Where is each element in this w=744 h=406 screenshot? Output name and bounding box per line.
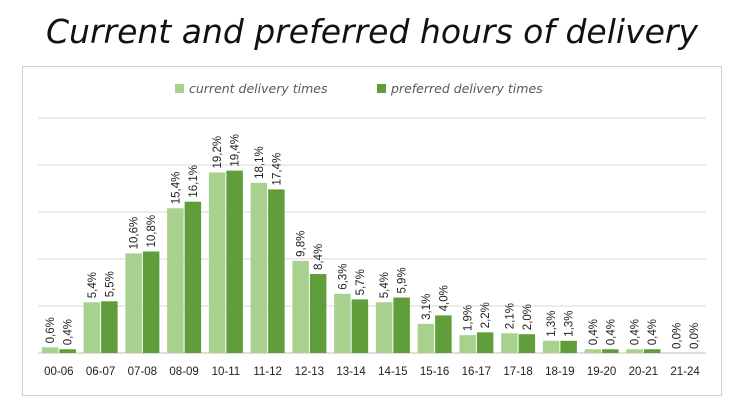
data-label: 0,4% bbox=[588, 319, 600, 345]
data-label: 5,5% bbox=[104, 271, 116, 297]
data-label: 17,4% bbox=[271, 153, 283, 186]
legend-label-1: current delivery times bbox=[189, 81, 328, 96]
bar-2-06-07 bbox=[101, 301, 118, 353]
data-label: 0,4% bbox=[63, 319, 75, 345]
x-tick-label: 00-06 bbox=[44, 366, 73, 378]
data-label: 9,8% bbox=[296, 231, 308, 257]
bar-1-08-09 bbox=[167, 208, 184, 353]
bar-2-15-16 bbox=[435, 315, 452, 353]
data-label: 19,2% bbox=[212, 136, 224, 169]
legend-label-2: preferred delivery times bbox=[390, 81, 543, 96]
bar-1-00-06 bbox=[41, 347, 59, 353]
legend-swatch-2 bbox=[377, 84, 386, 93]
x-tick-label: 13-14 bbox=[336, 366, 366, 378]
x-tick-label: 08-09 bbox=[169, 366, 198, 378]
bar-1-07-08 bbox=[125, 253, 142, 353]
bar-2-07-08 bbox=[142, 251, 160, 353]
data-label: 2,0% bbox=[522, 304, 534, 330]
bar-1-19-20 bbox=[584, 349, 602, 353]
data-label: 16,1% bbox=[188, 165, 200, 198]
x-tick-label: 18-19 bbox=[545, 366, 574, 378]
x-tick-label: 20-21 bbox=[629, 366, 658, 378]
data-label: 0,0% bbox=[671, 323, 683, 349]
data-label: 5,7% bbox=[355, 269, 367, 295]
legend-swatch-1 bbox=[175, 84, 184, 93]
x-tick-label: 14-15 bbox=[378, 366, 407, 378]
bar-1-18-19 bbox=[542, 340, 560, 353]
x-tick-label: 07-08 bbox=[128, 366, 157, 378]
bar-1-10-11 bbox=[208, 172, 226, 353]
data-label: 15,4% bbox=[170, 172, 182, 205]
data-label: 18,1% bbox=[254, 146, 266, 179]
bar-2-08-09 bbox=[184, 201, 202, 353]
bar-2-18-19 bbox=[560, 340, 577, 353]
bar-1-15-16 bbox=[417, 323, 435, 353]
data-label: 0,4% bbox=[605, 319, 617, 345]
data-label: 10,6% bbox=[129, 217, 141, 250]
data-label: 5,9% bbox=[397, 267, 409, 293]
bar-2-13-14 bbox=[351, 299, 369, 353]
bar-1-14-15 bbox=[375, 302, 393, 353]
bar-2-11-12 bbox=[268, 189, 285, 353]
data-label: 10,8% bbox=[146, 215, 158, 248]
data-label: 1,3% bbox=[564, 311, 576, 337]
data-label: 1,9% bbox=[463, 305, 475, 331]
x-tick-label: 10-11 bbox=[212, 366, 241, 378]
data-label: 19,4% bbox=[230, 134, 242, 167]
data-label: 3,1% bbox=[421, 294, 433, 320]
data-label: 0,0% bbox=[689, 323, 701, 349]
bar-1-12-13 bbox=[292, 260, 309, 353]
data-label: 1,3% bbox=[546, 311, 558, 337]
bar-1-11-12 bbox=[250, 182, 268, 353]
bar-2-12-13 bbox=[309, 274, 327, 353]
data-label: 0,4% bbox=[647, 319, 659, 345]
data-label: 0,4% bbox=[630, 319, 642, 345]
x-tick-label: 06-07 bbox=[86, 366, 115, 378]
x-tick-label: 19-20 bbox=[587, 366, 616, 378]
bar-2-17-18 bbox=[518, 334, 536, 353]
bar-2-14-15 bbox=[393, 297, 410, 353]
bar-1-13-14 bbox=[334, 293, 351, 353]
bar-1-17-18 bbox=[501, 333, 518, 353]
chart-title: Current and preferred hours of delivery bbox=[45, 12, 698, 51]
bar-2-10-11 bbox=[226, 170, 243, 353]
x-tick-label: 12-13 bbox=[295, 366, 324, 378]
bar-1-16-17 bbox=[459, 335, 476, 353]
data-label: 2,1% bbox=[504, 303, 516, 329]
x-tick-label: 21-24 bbox=[670, 366, 700, 378]
data-label: 5,4% bbox=[87, 272, 99, 298]
data-label: 2,2% bbox=[480, 302, 492, 328]
x-tick-label: 11-12 bbox=[253, 366, 282, 378]
x-tick-label: 15-16 bbox=[420, 366, 449, 378]
bar-2-20-21 bbox=[643, 349, 661, 353]
data-label: 6,3% bbox=[337, 264, 349, 290]
bar-2-00-06 bbox=[59, 349, 76, 353]
bar-1-06-07 bbox=[83, 302, 101, 353]
bar-2-16-17 bbox=[476, 332, 494, 353]
bar-2-19-20 bbox=[602, 349, 619, 353]
bar-1-20-21 bbox=[626, 349, 643, 353]
data-label: 5,4% bbox=[379, 272, 391, 298]
data-label: 8,4% bbox=[313, 244, 325, 270]
x-tick-label: 17-18 bbox=[503, 366, 532, 378]
data-label: 0,6% bbox=[45, 317, 57, 343]
x-tick-label: 16-17 bbox=[462, 366, 491, 378]
data-label: 4,0% bbox=[438, 285, 450, 311]
